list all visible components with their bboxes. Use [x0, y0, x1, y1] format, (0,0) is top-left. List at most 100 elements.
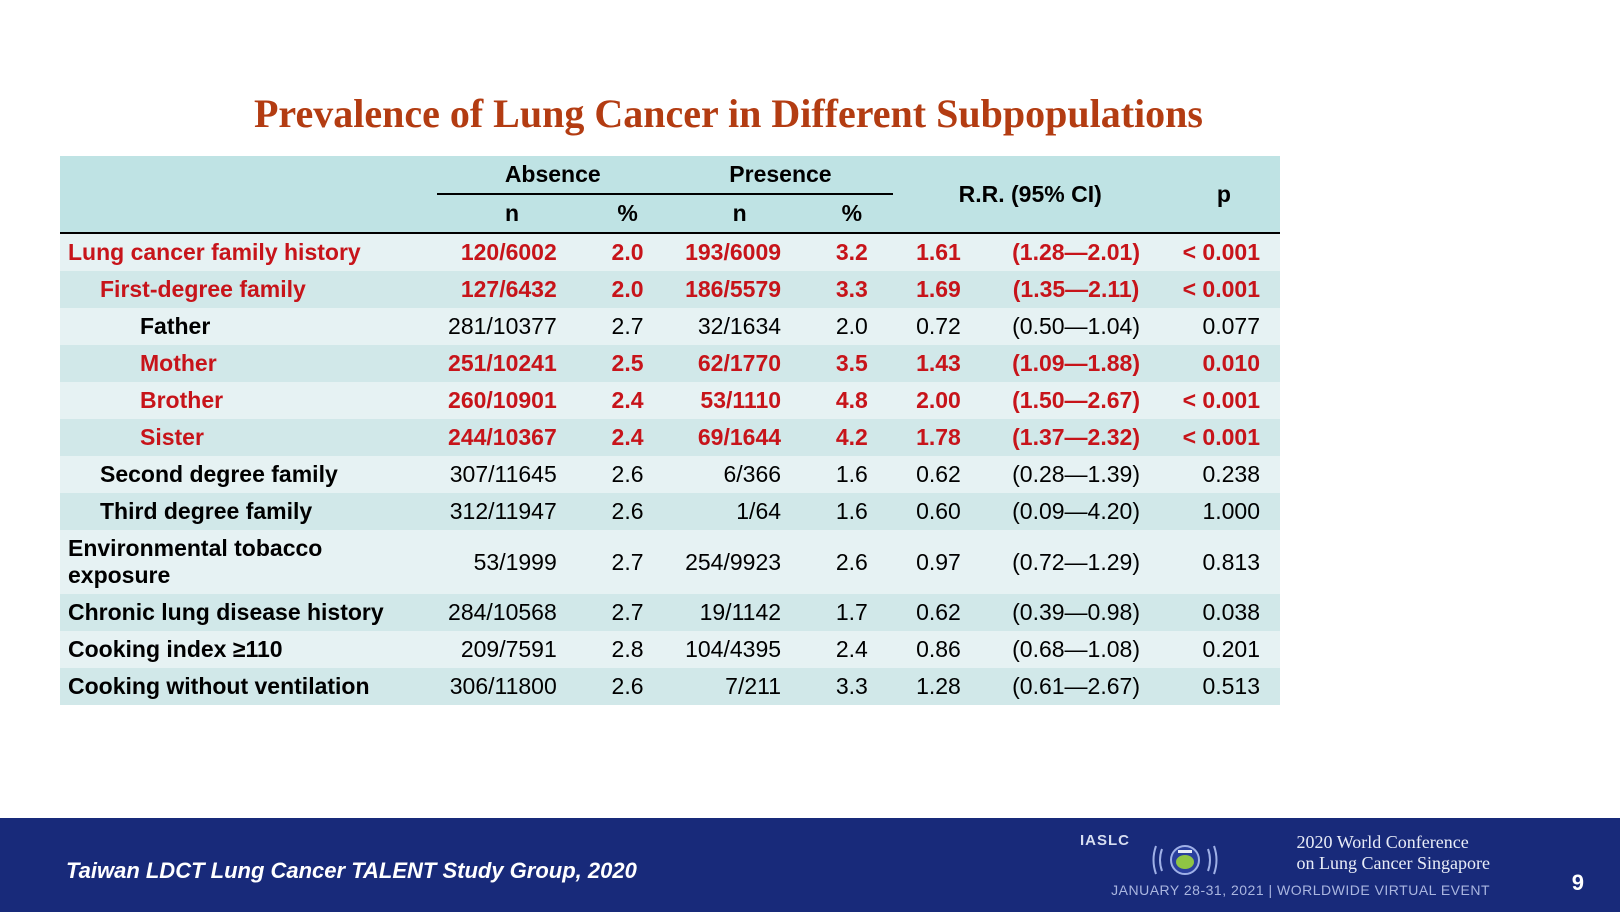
cell-pre-pct: 3.3: [811, 668, 893, 705]
cell-abs-n: 307/11645: [437, 456, 587, 493]
cell-ci: (0.09—4.20): [984, 493, 1167, 530]
cell-abs-n: 244/10367: [437, 419, 587, 456]
header-abs-n: n: [437, 194, 587, 233]
table-header: Absence Presence R.R. (95% CI) p n % n %: [60, 156, 1280, 233]
cell-p: 0.201: [1168, 631, 1280, 668]
cell-rr: 0.72: [893, 308, 985, 345]
cell-p: 0.513: [1168, 668, 1280, 705]
cell-pre-n: 254/9923: [668, 530, 811, 594]
cell-abs-n: 281/10377: [437, 308, 587, 345]
cell-ci: (0.61—2.67): [984, 668, 1167, 705]
header-abs-pct: %: [587, 194, 669, 233]
cell-rr: 1.43: [893, 345, 985, 382]
cell-ci: (1.50—2.67): [984, 382, 1167, 419]
prevalence-table: Absence Presence R.R. (95% CI) p n % n %…: [60, 156, 1280, 705]
cell-pre-pct: 3.3: [811, 271, 893, 308]
row-label: Second degree family: [60, 456, 437, 493]
cell-pre-n: 6/366: [668, 456, 811, 493]
cell-p: 0.077: [1168, 308, 1280, 345]
slide: { "title": "Prevalence of Lung Cancer in…: [0, 0, 1620, 912]
cell-rr: 1.61: [893, 233, 985, 271]
header-absence: Absence: [437, 156, 668, 194]
row-label: Lung cancer family history: [60, 233, 437, 271]
cell-pre-n: 62/1770: [668, 345, 811, 382]
cell-rr: 1.69: [893, 271, 985, 308]
table-row: Third degree family312/119472.61/641.60.…: [60, 493, 1280, 530]
table-row: Father281/103772.732/16342.00.72(0.50—1.…: [60, 308, 1280, 345]
cell-abs-n: 284/10568: [437, 594, 587, 631]
cell-p: 0.813: [1168, 530, 1280, 594]
cell-abs-pct: 2.6: [587, 668, 669, 705]
cell-pre-pct: 4.8: [811, 382, 893, 419]
cell-abs-pct: 2.4: [587, 419, 669, 456]
conference-line2: on Lung Cancer Singapore: [1297, 853, 1490, 873]
cell-pre-n: 53/1110: [668, 382, 811, 419]
conference-logo-icon: [1150, 836, 1220, 884]
cell-rr: 0.62: [893, 456, 985, 493]
table-row: Cooking index ≥110209/75912.8104/43952.4…: [60, 631, 1280, 668]
conference-name: 2020 World Conference on Lung Cancer Sin…: [1297, 832, 1490, 873]
cell-abs-pct: 2.0: [587, 271, 669, 308]
cell-abs-pct: 2.7: [587, 594, 669, 631]
cell-pre-pct: 2.4: [811, 631, 893, 668]
cell-ci: (1.37—2.32): [984, 419, 1167, 456]
header-presence: Presence: [668, 156, 892, 194]
table-row: Cooking without ventilation306/118002.67…: [60, 668, 1280, 705]
cell-ci: (0.72—1.29): [984, 530, 1167, 594]
cell-ci: (1.35—2.11): [984, 271, 1167, 308]
cell-pre-pct: 1.7: [811, 594, 893, 631]
table-row: Chronic lung disease history284/105682.7…: [60, 594, 1280, 631]
cell-rr: 0.86: [893, 631, 985, 668]
row-label: Father: [60, 308, 437, 345]
cell-abs-n: 120/6002: [437, 233, 587, 271]
study-citation: Taiwan LDCT Lung Cancer TALENT Study Gro…: [66, 858, 637, 884]
cell-pre-n: 1/64: [668, 493, 811, 530]
cell-p: < 0.001: [1168, 382, 1280, 419]
slide-title: Prevalence of Lung Cancer in Different S…: [254, 90, 1203, 137]
table: Absence Presence R.R. (95% CI) p n % n %…: [60, 156, 1280, 705]
cell-pre-n: 7/211: [668, 668, 811, 705]
row-label: Third degree family: [60, 493, 437, 530]
row-label: Mother: [60, 345, 437, 382]
row-label: Chronic lung disease history: [60, 594, 437, 631]
cell-abs-n: 306/11800: [437, 668, 587, 705]
cell-abs-pct: 2.8: [587, 631, 669, 668]
table-body: Lung cancer family history120/60022.0193…: [60, 233, 1280, 705]
cell-ci: (0.68—1.08): [984, 631, 1167, 668]
cell-p: 1.000: [1168, 493, 1280, 530]
cell-pre-pct: 1.6: [811, 456, 893, 493]
cell-abs-pct: 2.7: [587, 308, 669, 345]
cell-abs-n: 251/10241: [437, 345, 587, 382]
cell-pre-n: 193/6009: [668, 233, 811, 271]
table-row: Environmental tobacco exposure53/19992.7…: [60, 530, 1280, 594]
cell-abs-pct: 2.7: [587, 530, 669, 594]
cell-rr: 2.00: [893, 382, 985, 419]
table-row: Second degree family307/116452.66/3661.6…: [60, 456, 1280, 493]
cell-p: 0.038: [1168, 594, 1280, 631]
cell-ci: (0.50—1.04): [984, 308, 1167, 345]
table-row: Brother260/109012.453/11104.82.00(1.50—2…: [60, 382, 1280, 419]
cell-p: < 0.001: [1168, 271, 1280, 308]
cell-rr: 0.60: [893, 493, 985, 530]
cell-abs-pct: 2.6: [587, 456, 669, 493]
table-row: First-degree family127/64322.0186/55793.…: [60, 271, 1280, 308]
row-label: Sister: [60, 419, 437, 456]
cell-rr: 1.78: [893, 419, 985, 456]
cell-pre-n: 104/4395: [668, 631, 811, 668]
cell-rr: 0.97: [893, 530, 985, 594]
cell-p: 0.238: [1168, 456, 1280, 493]
cell-ci: (0.28—1.39): [984, 456, 1167, 493]
table-row: Sister244/103672.469/16444.21.78(1.37—2.…: [60, 419, 1280, 456]
cell-p: < 0.001: [1168, 233, 1280, 271]
cell-abs-pct: 2.0: [587, 233, 669, 271]
cell-rr: 0.62: [893, 594, 985, 631]
cell-p: < 0.001: [1168, 419, 1280, 456]
row-label: First-degree family: [60, 271, 437, 308]
cell-pre-pct: 3.5: [811, 345, 893, 382]
header-p: p: [1168, 156, 1280, 233]
cell-abs-pct: 2.5: [587, 345, 669, 382]
cell-ci: (1.09—1.88): [984, 345, 1167, 382]
cell-abs-n: 209/7591: [437, 631, 587, 668]
cell-abs-n: 260/10901: [437, 382, 587, 419]
cell-ci: (0.39—0.98): [984, 594, 1167, 631]
